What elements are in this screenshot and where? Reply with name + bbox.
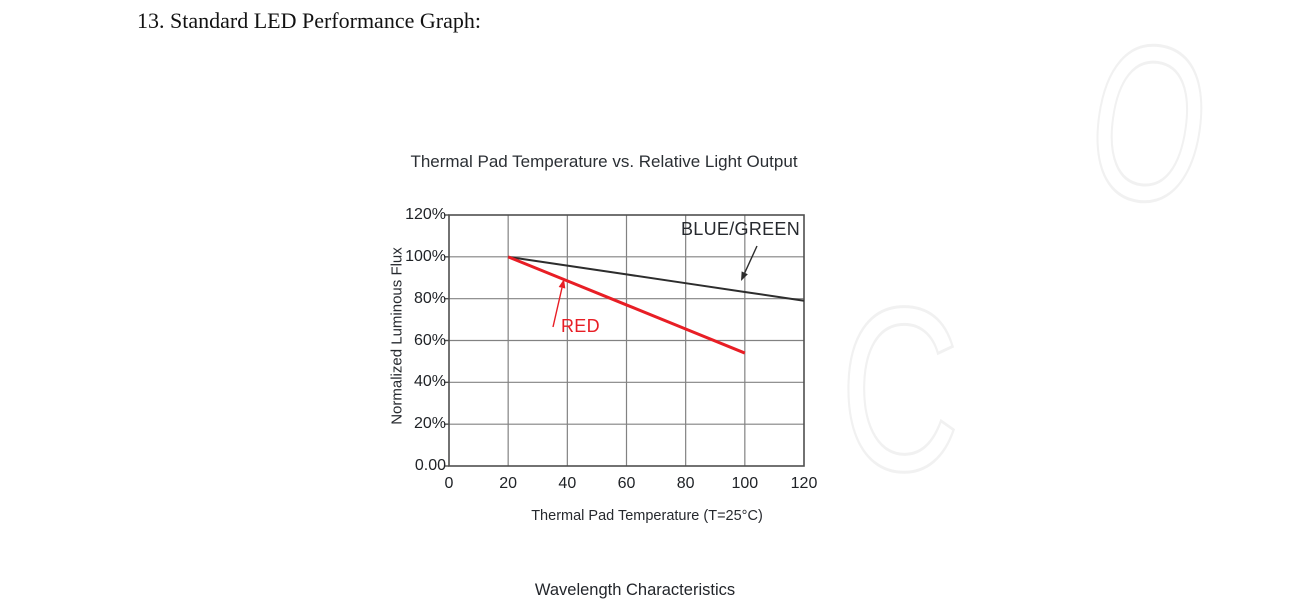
- y-tick-label: 100%: [405, 247, 446, 265]
- series-line-blue-green: [508, 255, 805, 302]
- x-tick-label: 120: [790, 475, 818, 492]
- chart-title: Thermal Pad Temperature vs. Relative Lig…: [410, 152, 798, 171]
- x-tick-label: 80: [676, 475, 695, 492]
- blue-green-series-label: BLUE/GREEN: [681, 219, 801, 239]
- y-tick-label: 80%: [413, 289, 446, 307]
- grid-lines: [449, 215, 804, 466]
- section-footer-title: Wavelength Characteristics: [534, 581, 736, 599]
- series-line-red: [507, 255, 746, 355]
- watermark-letter-c-icon: C: [840, 259, 960, 521]
- plot-axes: [444, 214, 805, 467]
- annotation-arrows: [552, 245, 758, 328]
- red-arrow-shaft: [552, 287, 563, 328]
- red-series-label: RED: [561, 316, 600, 336]
- page-heading: 13. Standard LED Performance Graph:: [137, 8, 481, 33]
- x-tick-label: 60: [617, 475, 636, 492]
- y-tick-label: 20%: [413, 415, 446, 433]
- y-tick-label: 120%: [405, 206, 446, 223]
- data-series-lines: [507, 255, 805, 355]
- y-tick-label: 60%: [413, 331, 446, 349]
- blue-green-arrow-shaft: [744, 245, 758, 274]
- x-tick-label: 20: [499, 475, 518, 492]
- red-arrow-head-icon: [558, 279, 566, 289]
- watermark: O C: [839, 0, 1225, 522]
- x-tick-label: 40: [558, 475, 577, 492]
- x-tick-label: 100: [731, 475, 759, 492]
- x-axis-title: Thermal Pad Temperature (T=25°C): [531, 508, 763, 524]
- y-tick-label: 40%: [413, 373, 446, 391]
- x-tick-label: 0: [444, 475, 454, 492]
- watermark-letter-o-icon: O: [1075, 0, 1224, 255]
- y-tick-label: 0.00: [414, 457, 446, 474]
- blue-green-arrow-head-icon: [741, 271, 748, 281]
